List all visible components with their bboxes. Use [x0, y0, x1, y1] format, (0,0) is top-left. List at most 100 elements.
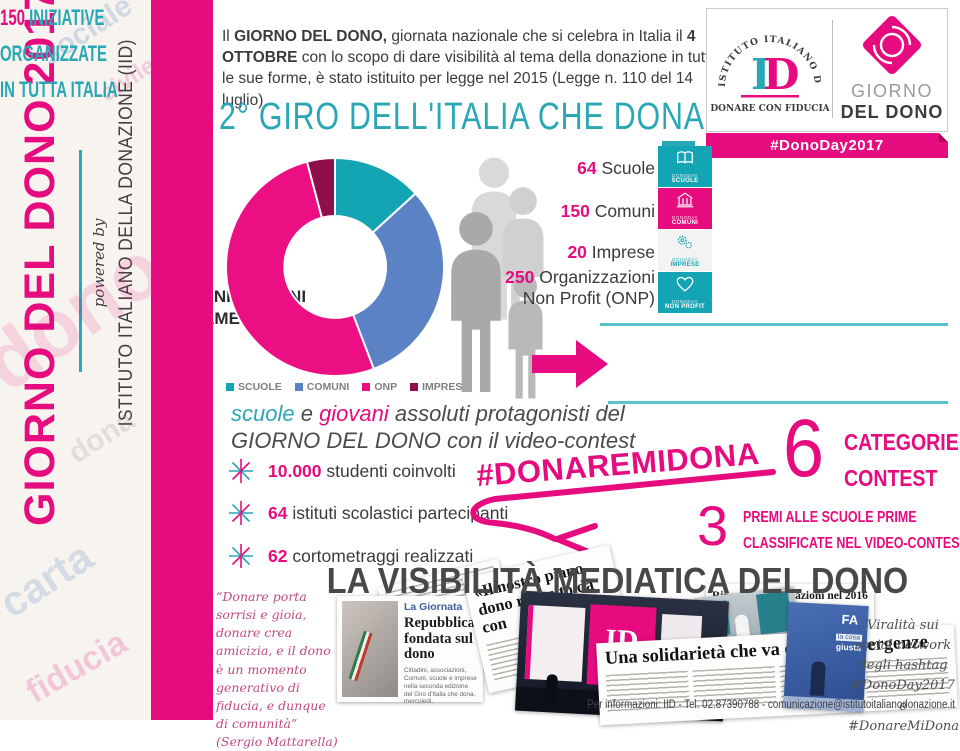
- stat-imprese: 20 Imprese: [400, 242, 655, 263]
- badge-kicker: DONODAY: [672, 215, 698, 220]
- hashtag-underline-arrow: [470, 469, 776, 556]
- stat-value: 64: [577, 158, 597, 178]
- initiatives-line3: IN TUTTA ITALIA: [0, 77, 118, 102]
- stat-value: 150: [560, 201, 590, 221]
- stat-label: Comuni: [589, 201, 655, 221]
- categories-line1: CATEGORIE: [844, 429, 959, 455]
- diamond-logo-icon: [862, 15, 922, 75]
- person-silhouette: [809, 661, 826, 696]
- asterisk-icon: [229, 501, 253, 525]
- word-scuole: scuole: [231, 401, 295, 426]
- press-kicker: La Giornata: [404, 601, 463, 613]
- stat-label: cortometraggi realizzati: [287, 545, 474, 566]
- legend-item-onp: ONP: [362, 381, 397, 393]
- badge-scuole: DONODAY SCUOLE: [658, 146, 712, 187]
- intro-text: con lo scopo di dare visibilità al tema …: [222, 48, 718, 109]
- asterisk-icon: [229, 544, 253, 568]
- stat-value: 64: [268, 502, 288, 523]
- intro-bold-date: 4 OTTOBRE: [222, 27, 696, 66]
- family-silhouettes-illustration: [451, 157, 544, 399]
- donoday-ribbon: #DonoDay2017: [706, 133, 948, 158]
- page-title: 2° GIRO DELL'ITALIA CHE DONA: [219, 96, 705, 138]
- legend-swatch: [294, 383, 303, 391]
- right-arrow-icon: [532, 340, 608, 388]
- contest-stat-text: 64 istituti scolastici partecipanti: [268, 503, 508, 524]
- intro-text: giornata nazionale che si celebra in Ita…: [387, 27, 687, 45]
- contest-stat-istituti: 64 istituti scolastici partecipanti: [228, 500, 508, 526]
- badge-imprese: DONODAY IMPRESE: [658, 230, 712, 271]
- badge-label: NON PROFIT: [665, 304, 705, 310]
- giorno-del-dono-brand: GIORNO DEL DONO: [840, 14, 944, 123]
- initiatives-line2: ORGANIZZATE: [0, 41, 107, 66]
- badge-kicker: DONODAY: [672, 299, 698, 304]
- stat-comuni: 150 Comuni: [400, 201, 655, 222]
- word-giovani: giovani: [319, 401, 389, 426]
- badge-label: COMUNI: [671, 220, 699, 226]
- logo-divider: [832, 20, 833, 118]
- initiatives-block: 150 INIZIATIVE ORGANIZZATE IN TUTTA ITAL…: [0, 0, 136, 108]
- stat-value: 20: [567, 242, 587, 262]
- donut-chart: [225, 156, 445, 377]
- contest-stat-studenti: 10.000 studenti coinvolti: [228, 458, 456, 484]
- legend-label: ONP: [374, 381, 398, 393]
- press-body: Cittadini, associazioni, Comuni, scuole …: [404, 666, 477, 706]
- badge-label: IMPRESE: [670, 262, 700, 268]
- magenta-accent-bar: [151, 0, 213, 720]
- donoday-badge-strip: DONODAY SCUOLE DONODAY COMUNI DONODAY IM…: [658, 146, 712, 314]
- legend-item-comuni: COMUNI: [294, 381, 349, 393]
- protagonists-heading: scuole e giovani assoluti protagonisti d…: [231, 401, 635, 455]
- tricolor-sash: [348, 630, 373, 682]
- chart-legend: SCUOLE COMUNI ONP IMPRESE: [226, 381, 469, 393]
- contest-stat-cortometraggi: 62 cortometraggi realizzati: [228, 543, 473, 569]
- stat-value: 10.000: [268, 460, 322, 481]
- legend-swatch: [410, 383, 419, 391]
- stat-label: istituti scolastici partecipanti: [287, 502, 509, 523]
- stat-value: 250: [505, 267, 535, 287]
- organization-name-vertical: ISTITUTO ITALIANO DELLA DONAZIONE (IID): [116, 39, 137, 427]
- legend-item-imprese: IMPRESE: [410, 381, 469, 393]
- prizes-line2: CLASSIFICATE NEL VIDEO-CONTEST: [743, 535, 960, 552]
- press-clipping-la-giornata: La Giornata Repubblica fondata sul dono …: [337, 596, 483, 705]
- initiatives-word: INIZIATIVE: [24, 5, 105, 30]
- social-virality-note: Viralità sui social network degli hashta…: [848, 618, 960, 734]
- stat-label: Imprese: [586, 242, 655, 262]
- gears-icon: [677, 235, 692, 249]
- intro-text: Il: [222, 27, 235, 45]
- logo-underline: [741, 95, 799, 98]
- stat-value: 62: [268, 545, 288, 566]
- brand-del-dono: DEL DONO: [840, 102, 944, 122]
- logo-letter-d: D: [763, 50, 799, 99]
- heading-line2: GIORNO DEL DONO con il video-contest: [231, 427, 636, 453]
- prizes-number: 3: [697, 494, 729, 557]
- media-section-title: LA VISIBILITÀ MEDIATICA DEL DONO: [326, 560, 909, 601]
- badge-label: SCUOLE: [671, 178, 699, 184]
- contest-stat-text: 10.000 studenti coinvolti: [268, 461, 456, 482]
- teal-dash-decoration: [662, 141, 695, 147]
- intro-bold-giorno: GIORNO DEL DONO,: [234, 27, 388, 45]
- legend-label: SCUOLE: [238, 381, 282, 393]
- press-photo: [342, 601, 398, 697]
- categories-labels: CATEGORIE CONTEST: [844, 424, 959, 496]
- donut-slice-onp: [225, 160, 376, 377]
- logo-tagline: DONARE CON FIDUCIA: [710, 104, 830, 114]
- donut-slice-imprese: [305, 156, 336, 219]
- footer-contact-info: Per informazioni: IID - Tel. 02.87390788…: [587, 699, 955, 711]
- legend-swatch: [226, 383, 234, 391]
- vertical-divider-line: [79, 150, 82, 372]
- intro-paragraph: Il GIORNO DEL DONO, giornata nazionale c…: [222, 26, 722, 112]
- quote-attribution: (Sergio Mattarella): [216, 734, 338, 749]
- badge-non-profit: DONODAY NON PROFIT: [658, 272, 712, 313]
- stat-label: studenti coinvolti: [321, 460, 456, 481]
- press-headline: Repubblica fondata sul dono: [404, 615, 475, 663]
- stat-scuole: 64 Scuole: [400, 158, 655, 179]
- donut-slice-comuni: [351, 192, 445, 371]
- stat-label: Scuole: [596, 158, 655, 178]
- teal-separator-line: [608, 401, 948, 404]
- watermark-word: carta: [0, 532, 101, 627]
- asterisk-icon: [229, 459, 253, 483]
- contest-stat-text: 62 cortometraggi realizzati: [268, 546, 473, 567]
- initiatives-number: 150: [0, 5, 25, 30]
- stat-onp: 250 Organizzazioni Non Profit (ONP): [400, 267, 655, 309]
- prizes-line1: PREMI ALLE SCUOLE PRIME: [743, 509, 917, 526]
- categories-number: 6: [783, 403, 825, 494]
